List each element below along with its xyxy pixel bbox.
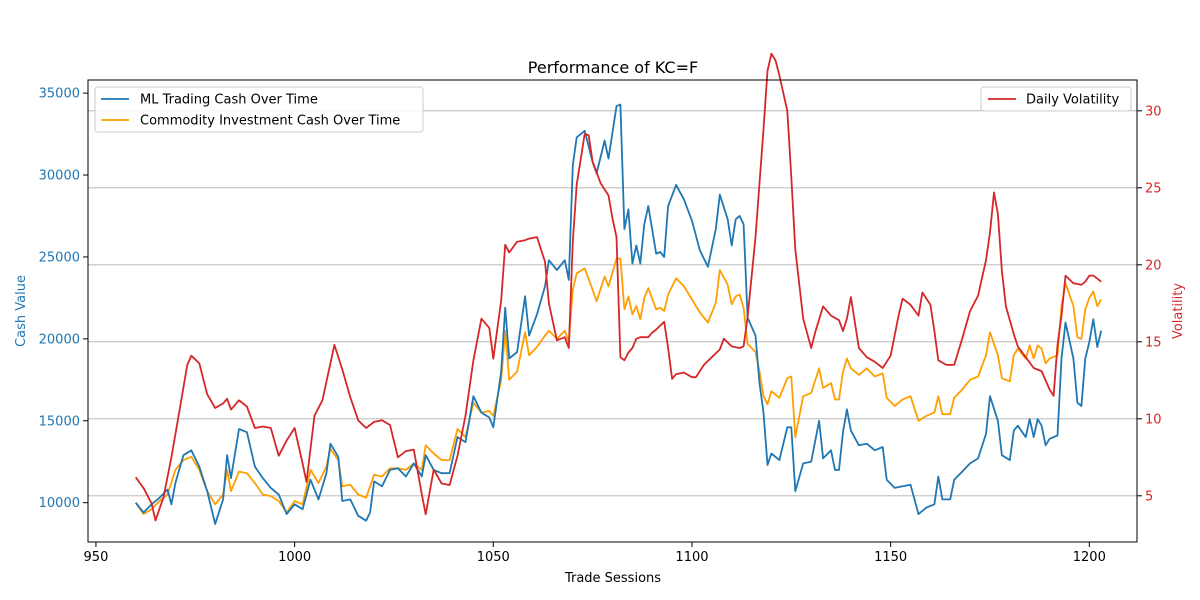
series-ml-trading-line <box>134 103 1103 525</box>
y-left-tick-label: 15000 <box>39 414 80 429</box>
y-left-tick-label: 25000 <box>39 250 80 265</box>
grid <box>88 110 1137 497</box>
x-axis-label: Trade Sessions <box>564 571 661 586</box>
chart-title: Performance of KC=F <box>528 58 698 77</box>
x-axis: 950 1000 1050 1100 1150 1200 <box>84 542 1106 565</box>
y-left-tick-label: 30000 <box>39 169 80 184</box>
x-tick-label: 1050 <box>477 550 510 565</box>
y-right-tick-label: 30 <box>1145 104 1162 119</box>
y-axis-right-label: Volatility <box>1171 283 1186 339</box>
legend-right-frame <box>980 86 1132 112</box>
y-right-tick-label: 10 <box>1145 412 1162 427</box>
x-tick-label: 1100 <box>675 550 708 565</box>
legend-left-frame <box>94 86 424 133</box>
y-right-tick-label: 20 <box>1145 258 1162 273</box>
y-right-tick-label: 25 <box>1145 181 1162 196</box>
y-right-tick-label: 15 <box>1145 335 1162 350</box>
y-right-tick-label: 5 <box>1145 489 1153 504</box>
y-axis-left-label: Cash Value <box>14 275 29 347</box>
x-tick-label: 1200 <box>1073 550 1106 565</box>
x-tick-label: 950 <box>84 550 109 565</box>
plot-area <box>87 79 1138 543</box>
series-volatility-line <box>134 52 1102 522</box>
y-left-tick-label: 35000 <box>39 87 80 102</box>
y-axis-left: 10000 15000 20000 25000 30000 35000 <box>39 87 88 511</box>
y-axis-right: 5 10 15 20 25 30 <box>1137 104 1162 504</box>
legend-right: Daily Volatility <box>980 86 1132 112</box>
x-tick-label: 1150 <box>874 550 907 565</box>
legend-label: Commodity Investment Cash Over Time <box>140 114 400 129</box>
x-tick-label: 1000 <box>278 550 311 565</box>
legend-left: ML Trading Cash Over Time Commodity Inves… <box>94 86 424 133</box>
y-left-tick-label: 20000 <box>39 332 80 347</box>
series-layer <box>134 52 1103 525</box>
y-left-tick-label: 10000 <box>39 496 80 511</box>
legend-label: Daily Volatility <box>1026 93 1119 108</box>
legend-label: ML Trading Cash Over Time <box>140 93 318 108</box>
